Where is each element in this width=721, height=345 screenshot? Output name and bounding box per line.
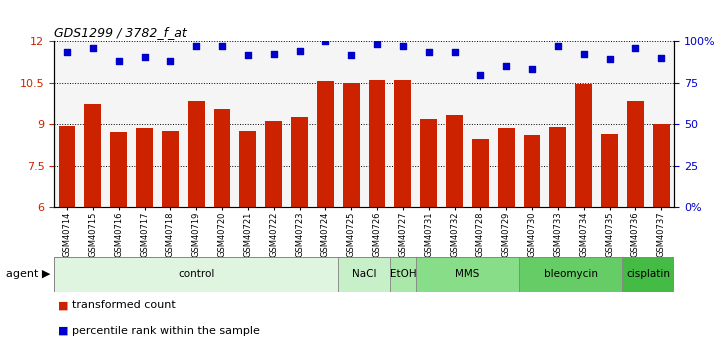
Bar xyxy=(213,109,231,207)
Bar xyxy=(519,257,622,292)
Point xyxy=(138,54,150,59)
Bar xyxy=(317,81,334,207)
Bar xyxy=(446,115,463,207)
Bar xyxy=(342,83,360,207)
Text: GDS1299 / 3782_f_at: GDS1299 / 3782_f_at xyxy=(54,26,187,39)
Text: EtOH: EtOH xyxy=(389,269,416,279)
Bar xyxy=(265,121,282,207)
Text: control: control xyxy=(178,269,214,279)
Text: ■: ■ xyxy=(58,326,68,336)
Bar xyxy=(84,104,101,207)
Point xyxy=(526,66,538,72)
Point xyxy=(448,50,460,55)
Bar xyxy=(187,101,205,207)
Point xyxy=(397,43,409,48)
Bar xyxy=(549,127,566,207)
Bar xyxy=(58,126,76,207)
Bar xyxy=(420,119,437,207)
Point xyxy=(655,55,667,61)
Point xyxy=(423,50,435,55)
Text: transformed count: transformed count xyxy=(72,300,176,310)
Point xyxy=(371,41,383,47)
Bar xyxy=(416,257,519,292)
Bar xyxy=(110,132,127,207)
Point xyxy=(293,48,305,54)
Point xyxy=(345,52,357,58)
Bar xyxy=(575,84,592,207)
Text: percentile rank within the sample: percentile rank within the sample xyxy=(72,326,260,336)
Bar xyxy=(291,117,308,207)
Point xyxy=(500,63,512,69)
Text: MMS: MMS xyxy=(455,269,479,279)
Bar xyxy=(472,139,489,207)
Bar xyxy=(338,257,390,292)
Point xyxy=(629,46,641,51)
Point xyxy=(113,58,125,63)
Text: agent ▶: agent ▶ xyxy=(6,269,50,279)
Point xyxy=(87,46,99,51)
Point xyxy=(474,72,486,77)
Text: cisplatin: cisplatin xyxy=(627,269,671,279)
Text: bleomycin: bleomycin xyxy=(544,269,598,279)
Point xyxy=(61,50,73,55)
Bar xyxy=(622,257,674,292)
Point xyxy=(190,43,202,48)
Point xyxy=(603,57,615,62)
Bar xyxy=(368,80,386,207)
Point xyxy=(552,43,564,48)
Bar xyxy=(162,131,179,207)
Point xyxy=(216,43,228,48)
Text: NaCl: NaCl xyxy=(352,269,376,279)
Text: ■: ■ xyxy=(58,300,68,310)
Bar xyxy=(239,131,256,207)
Bar xyxy=(627,101,644,207)
Bar xyxy=(394,80,411,207)
Point xyxy=(578,51,590,57)
Point xyxy=(164,58,176,63)
Point xyxy=(242,52,254,58)
Bar xyxy=(390,257,416,292)
Bar xyxy=(653,124,670,207)
Point xyxy=(268,51,280,57)
Bar xyxy=(601,134,618,207)
Bar xyxy=(136,128,153,207)
Point xyxy=(319,39,331,44)
Bar xyxy=(54,257,338,292)
Bar xyxy=(497,128,515,207)
Bar xyxy=(523,135,541,207)
